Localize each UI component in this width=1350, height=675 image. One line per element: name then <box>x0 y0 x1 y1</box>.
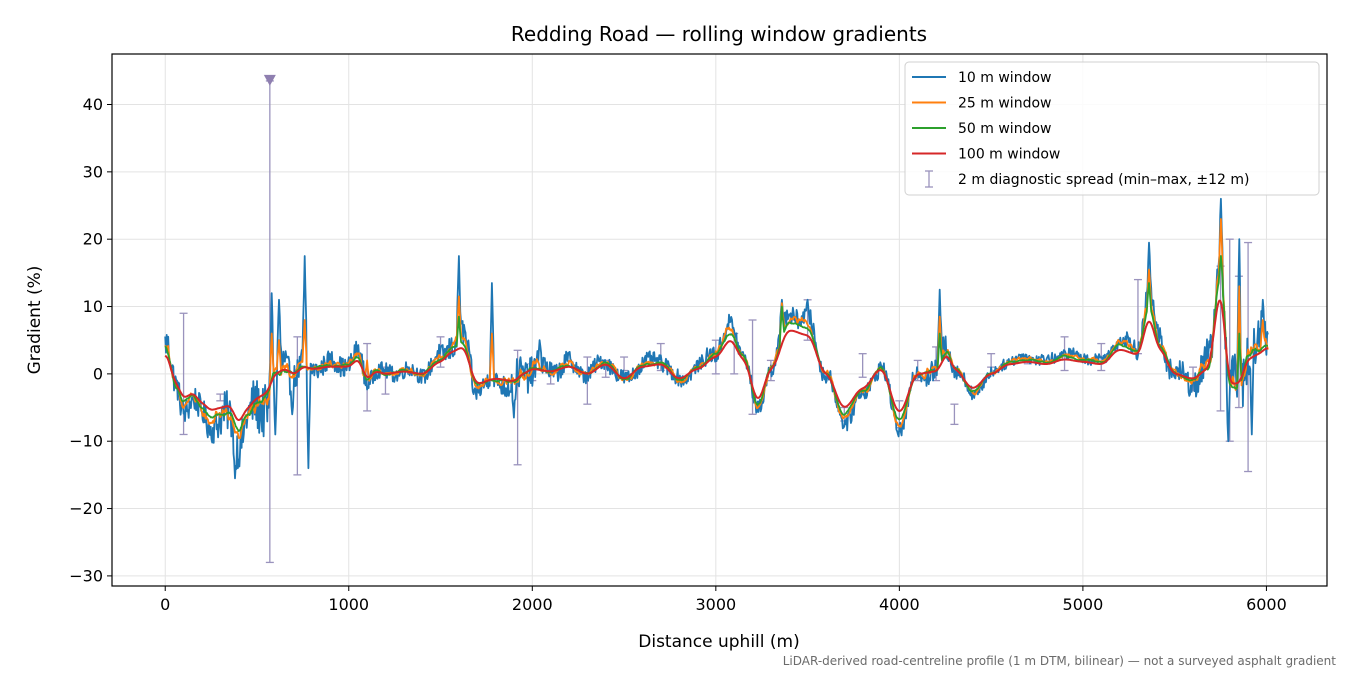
y-tick-label: 0 <box>93 364 103 383</box>
spread-errorbar <box>216 393 225 402</box>
y-tick-label: 40 <box>83 95 103 114</box>
clipped-spread-marker <box>263 74 276 86</box>
x-axis-ticks: 0 1000 2000 3000 4000 5000 6000 <box>160 586 1287 614</box>
plot-frame <box>111 53 1328 587</box>
legend-label: 10 m window <box>958 70 1051 86</box>
x-axis-label: Distance uphill (m) <box>638 632 799 652</box>
legend-label: 2 m diagnostic spread (min–max, ±12 m) <box>958 172 1249 188</box>
legend-item: 2 m diagnostic spread (min–max, ±12 m) <box>925 170 1249 188</box>
x-tick-label: 0 <box>160 595 170 614</box>
x-tick-label: 6000 <box>1246 595 1287 614</box>
legend-item: 50 m window <box>912 121 1051 137</box>
y-axis-label: Gradient (%) <box>25 266 45 375</box>
spread-errorbar <box>950 403 959 426</box>
legend-box <box>904 61 1320 196</box>
legend: 10 m window 25 m window 50 m window 100 m w… <box>904 61 1320 196</box>
legend-item: 25 m window <box>912 96 1051 112</box>
y-tick-label: −10 <box>69 432 103 451</box>
legend-item: 10 m window <box>912 70 1051 86</box>
spread-errorbar <box>858 353 867 378</box>
y-axis-ticks: −30 −20 −10 0 10 20 30 40 <box>69 95 112 585</box>
x-tick-label: 4000 <box>879 595 920 614</box>
legend-label: 25 m window <box>958 96 1051 112</box>
series-lines <box>164 197 1269 480</box>
series-line-100m <box>164 299 1269 421</box>
y-tick-label: −30 <box>69 566 103 585</box>
footnote: LiDAR-derived road-centreline profile (1… <box>783 654 1337 668</box>
x-tick-label: 1000 <box>328 595 369 614</box>
y-tick-label: 30 <box>83 162 103 181</box>
legend-item: 100 m window <box>912 147 1060 163</box>
x-tick-label: 5000 <box>1063 595 1104 614</box>
y-tick-label: 20 <box>83 230 103 249</box>
x-tick-label: 2000 <box>512 595 553 614</box>
x-tick-label: 3000 <box>695 595 736 614</box>
chart-title: Redding Road — rolling window gradients <box>511 22 927 46</box>
y-tick-label: 10 <box>83 297 103 316</box>
legend-label: 50 m window <box>958 121 1051 137</box>
legend-label: 100 m window <box>958 147 1060 163</box>
y-tick-label: −20 <box>69 499 103 518</box>
